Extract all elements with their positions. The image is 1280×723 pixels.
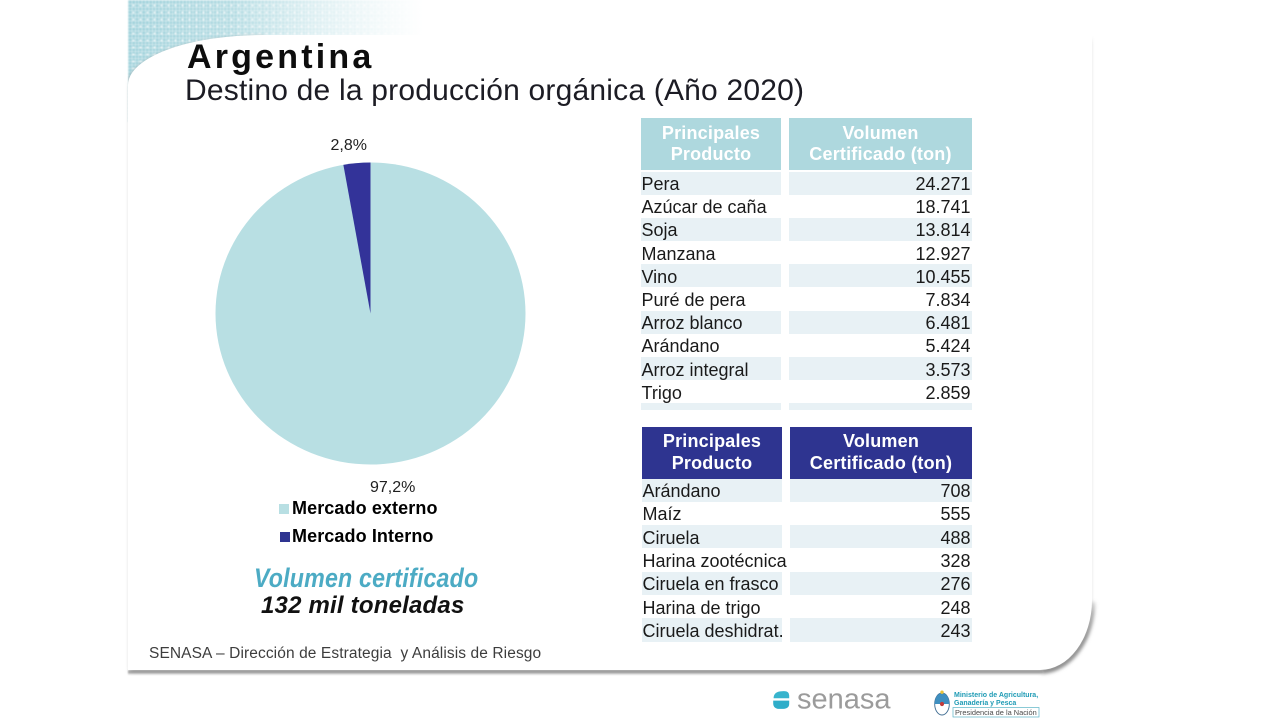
svg-text:Ganadería y Pesca: Ganadería y Pesca — [954, 700, 1016, 707]
svg-text:senasa: senasa — [797, 688, 891, 714]
svg-text:Ministerio de Agricultura,: Ministerio de Agricultura, — [954, 692, 1038, 699]
svg-text:Presidencia de la Nación: Presidencia de la Nación — [955, 708, 1037, 717]
